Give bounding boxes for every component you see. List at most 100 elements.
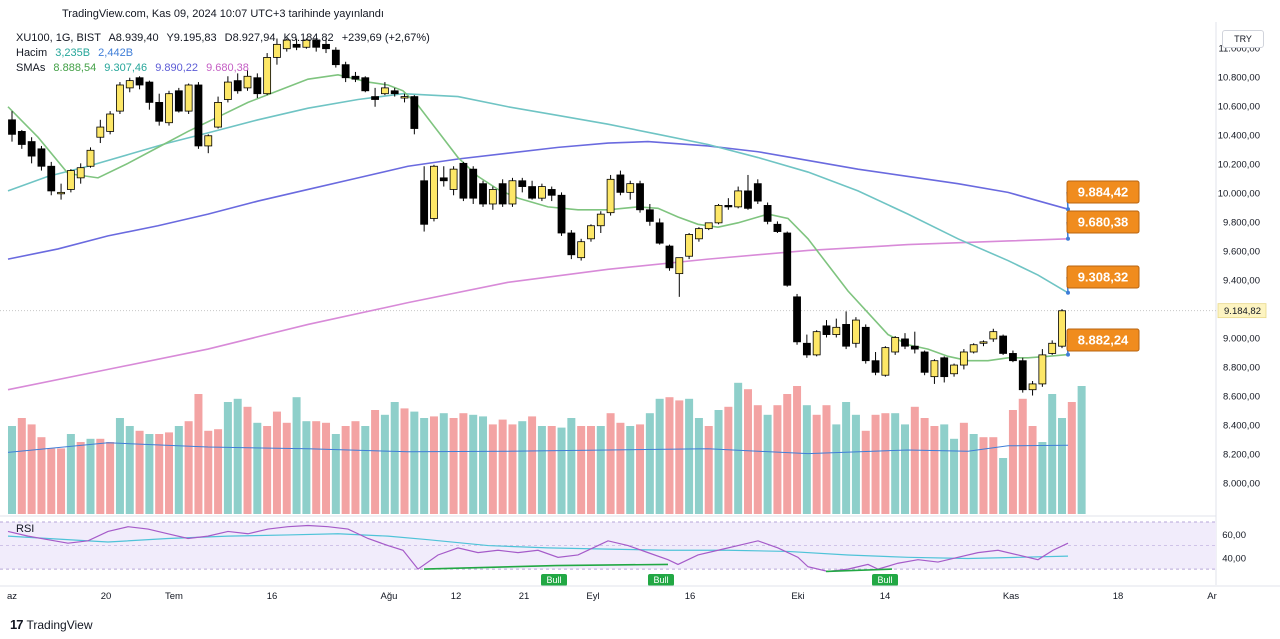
change-value: +239,69 (+2,67%): [341, 32, 430, 44]
candle-body: [1018, 360, 1027, 391]
candle-body: [459, 162, 468, 199]
x-tick-label: Tem: [165, 591, 183, 602]
candle-body: [695, 228, 703, 240]
candle-body: [1048, 342, 1057, 354]
volume-bar: [66, 434, 75, 514]
x-tick-label: 20: [101, 591, 112, 602]
sma-label-anchor: [1066, 290, 1070, 295]
candle-body: [17, 131, 26, 145]
candle-body: [488, 189, 497, 205]
volume-bar: [871, 414, 880, 514]
candle-body: [96, 126, 105, 138]
x-tick-label: Eyl: [586, 591, 599, 602]
volume-bar: [537, 426, 546, 514]
volume-bar: [773, 405, 782, 514]
rsi-tick-label: 60,00: [1222, 530, 1246, 541]
candle-body: [135, 77, 144, 86]
candle-body: [292, 43, 301, 48]
volume-bar: [243, 406, 252, 514]
candle-body: [704, 222, 713, 230]
y-tick-label: 8.200,00: [1223, 450, 1260, 461]
volume-bar: [1018, 398, 1027, 514]
volume-bar: [851, 414, 860, 514]
volume-bar: [125, 426, 134, 514]
candle-body: [577, 241, 586, 259]
symbol-legend[interactable]: XU100, 1G, BIST A8.939,40 Y9.195,83 D8.9…: [16, 32, 435, 44]
candle-body: [174, 90, 183, 112]
volume-bar: [263, 426, 272, 514]
rsi-line: [7, 524, 1069, 573]
candle-body: [223, 81, 232, 100]
volume-bars: [7, 382, 1086, 514]
volume-bar: [1058, 418, 1066, 514]
volume-bar: [557, 427, 566, 514]
volume-bar: [714, 410, 723, 514]
volume-bar: [341, 426, 350, 514]
volume-bar: [743, 389, 752, 514]
candle-body: [793, 296, 801, 343]
candle-body: [371, 96, 379, 100]
candle-body: [282, 39, 291, 50]
volume-bar: [1067, 402, 1076, 514]
volume-bar: [223, 402, 232, 514]
x-tick-label: az: [7, 591, 17, 602]
candle-body: [508, 180, 517, 205]
high-value: Y9.195,83: [166, 32, 217, 44]
volume-bar: [400, 408, 409, 514]
y-tick-label: 8.800,00: [1223, 362, 1260, 373]
volume-bar: [155, 434, 164, 514]
candle-body: [351, 75, 360, 80]
candle-body: [861, 326, 870, 362]
candle-body: [567, 232, 576, 256]
candle-body: [528, 186, 536, 199]
candle-body: [538, 186, 546, 199]
volume-bar: [371, 410, 380, 514]
volume-bar: [380, 414, 389, 514]
volume-bar: [194, 394, 203, 514]
sma100-value: 9.890,22: [155, 62, 199, 74]
candle-body: [1009, 353, 1017, 362]
volume-bar: [596, 426, 605, 514]
candle-body: [675, 257, 684, 275]
candle-body: [979, 341, 988, 344]
candle-body: [616, 174, 625, 193]
candle-body: [940, 357, 949, 378]
x-tick-label: 18: [1113, 591, 1124, 602]
sma-value-label: 9.680,38: [1078, 215, 1129, 230]
volume-bar: [508, 424, 517, 514]
x-tick-label: Kas: [1003, 591, 1020, 602]
candle-body: [204, 135, 213, 147]
candle-body: [145, 81, 154, 103]
candle-body: [812, 331, 821, 356]
volume-bar: [214, 429, 223, 514]
volume-bar: [184, 421, 193, 514]
volume-legend[interactable]: Hacim 3,235B 2,442B: [16, 47, 138, 59]
sma-legend[interactable]: SMAs 8.888,54 9.307,46 9.890,22 9.680,38: [16, 62, 254, 74]
candle-body: [312, 39, 321, 48]
volume-bar: [322, 422, 331, 514]
candle-body: [86, 149, 95, 167]
candle-body: [76, 167, 85, 179]
candle-body: [842, 324, 851, 347]
volume-bar: [96, 438, 105, 514]
volume-sma-value: 2,442B: [98, 47, 134, 59]
candle-body: [47, 165, 56, 192]
candle-body: [165, 93, 173, 124]
candle-body: [655, 222, 664, 244]
candle-body: [832, 326, 841, 335]
tradingview-footer[interactable]: 17 TradingView: [10, 617, 93, 632]
bull-label-box: [541, 574, 567, 586]
currency-button[interactable]: TRY: [1222, 30, 1264, 48]
volume-bar: [783, 394, 792, 514]
volume-bar: [479, 416, 488, 514]
volume-label: Hacim: [16, 47, 48, 59]
volume-bar: [861, 430, 870, 514]
volume-bar: [606, 413, 615, 514]
volume-bar: [567, 418, 576, 514]
volume-bar: [488, 424, 497, 514]
x-axis: az 20 Tem 16 Ağu 12 21 Eyl 16 Eki 14 Kas 18 Ar: [0, 585, 1280, 602]
volume-bar: [429, 416, 438, 514]
volume-bar: [793, 386, 802, 514]
sma20-value: 8.888,54: [53, 62, 97, 74]
